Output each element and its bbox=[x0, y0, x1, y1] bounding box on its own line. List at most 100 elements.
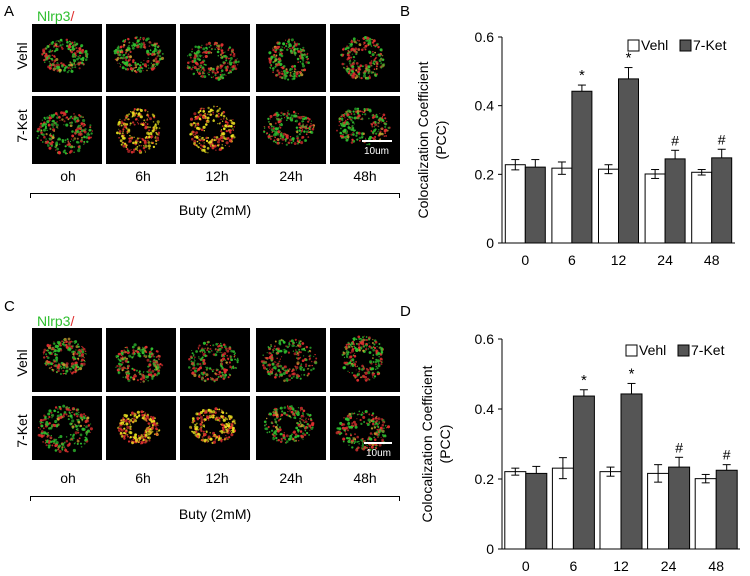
panel-b-bar-7ket-1 bbox=[571, 90, 593, 244]
panel-a-micrograph-r1-c2 bbox=[180, 96, 250, 164]
panel-a-sep: / bbox=[70, 8, 75, 24]
panel-d-y-tick-label-3: 0.6 bbox=[475, 331, 495, 347]
panel-c-row-vehl: Vehl bbox=[14, 349, 30, 377]
panel-b-x-tick-label-3: 24 bbox=[657, 252, 673, 268]
panel-c-treatment-label: Buty (2mM) bbox=[178, 506, 252, 522]
panel-d-y-tick-label-1: 0.2 bbox=[475, 471, 495, 487]
panel-a-micrograph-r0-c4 bbox=[330, 24, 400, 92]
panel-a-bracket-left-tick bbox=[30, 193, 31, 198]
panel-a-row-vehl: Vehl bbox=[14, 42, 30, 70]
panel-b-x-tick-label-1: 6 bbox=[568, 252, 576, 268]
panel-d-x-tick-label-2: 12 bbox=[613, 558, 629, 574]
panel-b-y-tick-label-1: 0.2 bbox=[475, 166, 495, 182]
panel-a-micrograph-r0-c0 bbox=[32, 24, 102, 92]
panel-d-bar-vehl-4 bbox=[694, 478, 717, 550]
panel-c-time-3: 24h bbox=[279, 470, 303, 486]
panel-a-micrograph-r1-c4 bbox=[330, 96, 400, 164]
panel-b-x-tick-label-4: 48 bbox=[704, 252, 720, 268]
panel-b-annotation-2: * bbox=[626, 50, 632, 67]
panel-a-time-2: 12h bbox=[205, 168, 229, 184]
panel-letter-d: D bbox=[400, 303, 411, 320]
panel-c-time-1: 6h bbox=[135, 470, 151, 486]
panel-a-time-4: 48h bbox=[353, 168, 377, 184]
panel-d-bar-vehl-0 bbox=[504, 471, 527, 550]
panel-d-bar-chart: 0 0.2 0.4 0.6 Colocalization Coefficient (PCC… bbox=[419, 331, 740, 574]
panel-b-legend-swatch-0 bbox=[627, 39, 640, 52]
panel-d-x-tick-label-3: 24 bbox=[661, 558, 677, 574]
panel-d-y-axis-label-unit: (PCC) bbox=[437, 425, 453, 464]
panel-d-annotation-4: # bbox=[723, 447, 731, 463]
panel-b-bar-vehl-1 bbox=[551, 167, 573, 244]
panel-letter-a: A bbox=[4, 3, 15, 20]
panel-d-y-tick-label-2: 0.4 bbox=[475, 401, 495, 417]
panel-c-treatment-bracket bbox=[30, 496, 400, 497]
panel-a-micrograph-r1-c3 bbox=[256, 96, 326, 164]
panel-a-time-row: oh 6h 12h 24h 48h bbox=[30, 168, 402, 184]
panel-c-stain-legend: Nlrp3/ bbox=[37, 313, 74, 329]
panel-d-bar-7ket-2 bbox=[620, 393, 643, 550]
panel-c-micrograph-r0-c0 bbox=[32, 328, 102, 392]
panel-c-micrograph-r0-c3 bbox=[256, 328, 326, 392]
panel-d-bar-vehl-2 bbox=[599, 471, 622, 550]
panel-a-micrograph-r1-c0 bbox=[32, 96, 102, 164]
panel-d-bar-vehl-1 bbox=[551, 467, 574, 550]
panel-b-y-tick-label-3: 0.6 bbox=[475, 29, 495, 45]
panel-b-y-axis-label-unit: (PCC) bbox=[433, 121, 449, 160]
panel-c-time-2: 12h bbox=[205, 470, 229, 486]
panel-a-scale-label: 10um bbox=[364, 146, 390, 157]
panel-d-bar-7ket-0 bbox=[525, 472, 548, 550]
panel-c-micrograph-r1-c0 bbox=[32, 396, 102, 460]
panel-c-micrograph-r1-c2 bbox=[180, 396, 250, 460]
panel-a-treatment-label: Buty (2mM) bbox=[178, 202, 252, 218]
panel-d-bar-7ket-3 bbox=[668, 466, 691, 550]
panel-c-bracket-right-tick bbox=[399, 496, 400, 501]
panel-b-bar-7ket-4 bbox=[711, 157, 733, 244]
panel-c-micrograph-r0-c4 bbox=[330, 328, 400, 392]
panel-b-legend-label-1: 7-Ket bbox=[693, 37, 727, 53]
panel-b-y-tick-label-2: 0.4 bbox=[475, 98, 495, 114]
panel-d-bar-7ket-4 bbox=[715, 469, 738, 550]
panel-c-bracket-left-tick bbox=[30, 496, 31, 501]
panel-b-legend-label-0: Vehl bbox=[641, 37, 668, 53]
panel-d-legend-swatch-1 bbox=[677, 344, 690, 357]
panel-c-micrograph-r1-c1 bbox=[106, 396, 176, 460]
panel-b-bar-vehl-0 bbox=[504, 164, 526, 244]
panel-c-micrograph-r0-c2 bbox=[180, 328, 250, 392]
panel-b-annotation-4: # bbox=[718, 131, 726, 147]
panel-d-bar-vehl-3 bbox=[647, 472, 670, 550]
panel-c-sep: / bbox=[70, 313, 75, 329]
panel-a-scalebar bbox=[362, 140, 392, 142]
panel-a-time-1: 6h bbox=[135, 168, 151, 184]
panel-b-bar-7ket-0 bbox=[524, 166, 546, 244]
panel-a-stain-legend: Nlrp3/ bbox=[37, 8, 74, 24]
panel-c-time-row: oh 6h 12h 24h 48h bbox=[30, 470, 402, 486]
panel-c-time-0: oh bbox=[60, 470, 76, 486]
panel-b-y-tick-label-0: 0 bbox=[486, 235, 494, 251]
panel-a-micrograph-r0-c1 bbox=[106, 24, 176, 92]
panel-a-green-stain: Nlrp3 bbox=[37, 8, 71, 24]
panel-b-legend-swatch-1 bbox=[679, 39, 692, 52]
panel-a-micrograph-r0-c2 bbox=[180, 24, 250, 92]
panel-d-annotation-3: # bbox=[675, 439, 683, 455]
panel-d-y-axis-label: Colocalization Coefficient bbox=[419, 365, 435, 522]
panel-b-y-axis-label: Colocalization Coefficient bbox=[415, 61, 431, 218]
panel-a-time-0: oh bbox=[60, 168, 76, 184]
panel-b-bar-7ket-3 bbox=[664, 158, 686, 244]
panel-d-legend-label-0: Vehl bbox=[639, 342, 666, 358]
panel-c-micrograph-r1-c3 bbox=[256, 396, 326, 460]
panel-b-bar-vehl-2 bbox=[598, 168, 619, 244]
panel-c-green-stain: Nlrp3 bbox=[37, 313, 71, 329]
panel-a-micrograph-r1-c1 bbox=[106, 96, 176, 164]
panel-c-micrograph-r1-c4 bbox=[330, 396, 400, 460]
panel-d-legend-label-1: 7-Ket bbox=[691, 342, 725, 358]
panel-b-x-tick-label-0: 0 bbox=[521, 252, 529, 268]
panel-b-x-tick-label-2: 12 bbox=[611, 252, 627, 268]
panel-letter-c: C bbox=[4, 298, 15, 315]
panel-c-row-7ket: 7-Ket bbox=[14, 414, 30, 448]
panel-a-bracket-right-tick bbox=[399, 193, 400, 198]
panel-b-bar-chart: 0 0.2 0.4 0.6 Colocalization Coefficient (PCC… bbox=[415, 29, 735, 268]
panel-d-x-tick-label-1: 6 bbox=[570, 558, 578, 574]
panel-d-bar-7ket-1 bbox=[572, 395, 595, 550]
panel-c-scalebar bbox=[364, 442, 392, 444]
panel-d-y-tick-label-0: 0 bbox=[486, 541, 494, 557]
